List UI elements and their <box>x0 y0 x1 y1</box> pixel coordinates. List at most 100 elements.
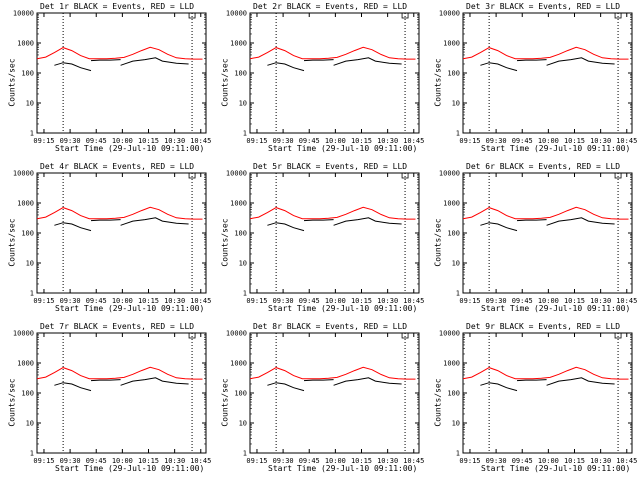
events-series-line <box>333 217 402 226</box>
chart-panel: 1 10 100 1000 10000 09:15 09:30 09:45 10:00 10:15… <box>213 0 426 160</box>
events-series-line <box>267 222 305 232</box>
lld-series-line <box>36 46 203 60</box>
x-tick-label: 10:15 <box>138 457 159 465</box>
events-series-line <box>546 377 615 386</box>
y-axis-label: Counts/sec <box>220 378 230 427</box>
x-tick-label: 09:15 <box>33 137 54 145</box>
plot-frame <box>36 172 207 294</box>
x-axis-label: Start Time (29-Jul-10 09:11:00) <box>55 464 205 473</box>
chart-panel: 1 10 100 1000 10000 09:15 09:30 09:45 10:00 10:15… <box>213 320 426 480</box>
x-tick-label: 10:00 <box>112 297 133 305</box>
events-series-line <box>90 59 121 62</box>
x-tick-label: 10:00 <box>325 137 346 145</box>
y-tick-label: 1000 <box>443 40 460 48</box>
x-tick-label: 09:45 <box>86 137 107 145</box>
x-axis-label: Start Time (29-Jul-10 09:11:00) <box>481 144 631 153</box>
x-tick-label: 10:30 <box>377 297 398 305</box>
x-tick-label: 09:45 <box>86 457 107 465</box>
y-tick-label: 1 <box>456 290 460 298</box>
y-axis-label: Counts/sec <box>433 58 443 107</box>
panel-title: Det 5r BLACK = Events, RED = LLD <box>253 162 408 171</box>
events-series-line <box>516 379 547 382</box>
y-tick-label: 100 <box>21 230 34 238</box>
events-series-line <box>333 377 402 386</box>
events-series-line <box>546 57 615 66</box>
x-tick-label: 10:45 <box>616 457 637 465</box>
y-tick-label: 10000 <box>13 170 34 178</box>
plot-frame <box>462 332 633 454</box>
x-tick-label: 10:15 <box>564 297 585 305</box>
chart-panel: 1 10 100 1000 10000 09:15 09:30 09:45 10:00 10:15… <box>213 160 426 320</box>
y-axis-label: Counts/sec <box>220 218 230 267</box>
time-marker-box <box>614 332 622 339</box>
x-tick-label: 09:30 <box>60 297 81 305</box>
events-series-line <box>54 222 92 232</box>
x-tick-label: 10:15 <box>351 457 372 465</box>
lld-series-line <box>249 206 416 220</box>
chart-panel: 1 10 100 1000 10000 09:15 09:30 09:45 10:00 10:15… <box>426 320 639 480</box>
y-tick-label: 10000 <box>439 170 460 178</box>
events-series-line <box>303 59 334 62</box>
y-tick-label: 10000 <box>439 10 460 18</box>
x-tick-label: 10:45 <box>190 457 211 465</box>
x-tick-label: 10:00 <box>325 457 346 465</box>
chart-panel: 1 10 100 1000 10000 09:15 09:30 09:45 10:00 10:15… <box>0 160 213 320</box>
time-marker-box <box>401 332 409 339</box>
chart-svg: 1 10 100 1000 10000 09:15 09:30 09:45 10:00 10:15… <box>226 170 424 306</box>
x-tick-label: 10:45 <box>403 457 424 465</box>
x-tick-label: 10:45 <box>403 297 424 305</box>
x-tick-label: 09:45 <box>512 297 533 305</box>
y-tick-label: 1 <box>243 450 247 458</box>
plot-frame <box>249 332 420 454</box>
y-tick-label: 100 <box>21 70 34 78</box>
events-series-line <box>120 217 189 226</box>
time-marker-box <box>614 12 622 19</box>
x-tick-label: 10:30 <box>590 137 611 145</box>
x-tick-label: 10:30 <box>590 457 611 465</box>
y-tick-label: 1 <box>30 450 34 458</box>
chart-svg: 1 10 100 1000 10000 09:15 09:30 09:45 10:00 10:15… <box>439 170 637 306</box>
y-tick-label: 1 <box>30 290 34 298</box>
chart-svg: 1 10 100 1000 10000 09:15 09:30 09:45 10:00 10:15… <box>226 10 424 146</box>
y-tick-label: 100 <box>234 70 247 78</box>
time-marker-box <box>401 172 409 179</box>
panel-title: Det 6r BLACK = Events, RED = LLD <box>466 162 621 171</box>
y-tick-label: 10000 <box>226 170 247 178</box>
chart-svg: 1 10 100 1000 10000 09:15 09:30 09:45 10:00 10:15… <box>13 170 211 306</box>
panel-title: Det 8r BLACK = Events, RED = LLD <box>253 322 408 331</box>
x-tick-label: 09:15 <box>459 297 480 305</box>
events-series-line <box>546 217 615 226</box>
x-axis-label: Start Time (29-Jul-10 09:11:00) <box>268 304 418 313</box>
panel-title: Det 4r BLACK = Events, RED = LLD <box>40 162 195 171</box>
y-tick-label: 10 <box>26 420 34 428</box>
x-tick-label: 09:30 <box>486 457 507 465</box>
x-tick-label: 09:30 <box>60 457 81 465</box>
x-tick-label: 09:45 <box>299 457 320 465</box>
x-tick-label: 10:00 <box>112 137 133 145</box>
panel-title: Det 9r BLACK = Events, RED = LLD <box>466 322 621 331</box>
y-tick-label: 10 <box>239 260 247 268</box>
y-tick-label: 10000 <box>13 330 34 338</box>
x-tick-label: 10:00 <box>538 457 559 465</box>
x-tick-label: 10:00 <box>325 297 346 305</box>
y-tick-label: 10 <box>26 260 34 268</box>
lld-series-line <box>462 206 629 220</box>
x-tick-label: 10:45 <box>403 137 424 145</box>
x-tick-label: 09:30 <box>273 457 294 465</box>
x-tick-label: 10:15 <box>138 297 159 305</box>
chart-panel: 1 10 100 1000 10000 09:15 09:30 09:45 10:00 10:15… <box>0 320 213 480</box>
chart-panel: 1 10 100 1000 10000 09:15 09:30 09:45 10:00 10:15… <box>426 0 639 160</box>
plot-frame <box>36 12 207 134</box>
time-marker-box <box>401 12 409 19</box>
x-tick-label: 10:00 <box>112 457 133 465</box>
panel-title: Det 2r BLACK = Events, RED = LLD <box>253 2 408 11</box>
y-tick-label: 100 <box>447 70 460 78</box>
x-tick-label: 10:45 <box>190 137 211 145</box>
y-tick-label: 100 <box>234 390 247 398</box>
x-tick-label: 10:30 <box>164 297 185 305</box>
events-series-line <box>480 222 518 232</box>
x-tick-label: 10:45 <box>616 297 637 305</box>
y-tick-label: 100 <box>21 390 34 398</box>
plot-frame <box>249 172 420 294</box>
